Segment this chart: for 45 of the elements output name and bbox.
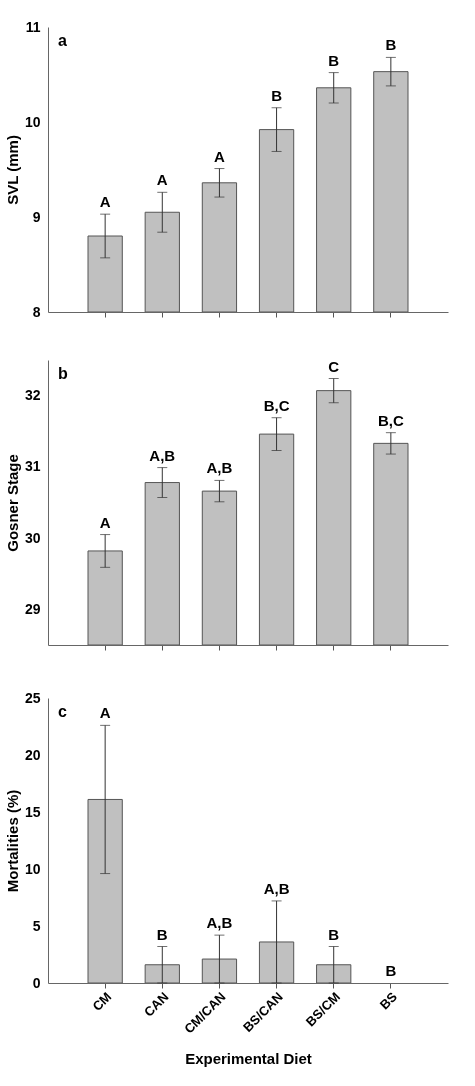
y-tick-label: 10 xyxy=(24,113,41,130)
bar xyxy=(258,941,295,983)
y-tick-label: 25 xyxy=(24,689,41,706)
annotation: A,B xyxy=(149,446,176,464)
annotation: B xyxy=(156,925,168,943)
y-axis-title: Gosner Stage xyxy=(3,454,21,552)
y-tick-label: 30 xyxy=(24,529,41,546)
x-tick-label: CM xyxy=(89,989,115,1014)
annotation: a xyxy=(58,32,67,49)
y-tick-label: 29 xyxy=(24,600,41,617)
annotation: B,C xyxy=(263,396,290,414)
annotation: A xyxy=(156,171,168,189)
y-axis-title: SVL (mm) xyxy=(3,135,21,205)
annotation: A,B xyxy=(206,914,233,932)
annotation: B,C xyxy=(377,411,404,429)
annotation: A,B xyxy=(263,879,290,897)
annotation: B xyxy=(385,962,397,979)
y-tick-label: 8 xyxy=(32,303,41,320)
annotation: B xyxy=(328,925,340,943)
annotation: A xyxy=(99,704,111,722)
x-tick-label: BS xyxy=(376,988,401,1013)
annotation: B xyxy=(271,86,283,104)
y-tick-label: 32 xyxy=(24,387,41,404)
x-axis-title: Experimental Diet xyxy=(185,1050,312,1068)
annotation: B xyxy=(385,36,397,54)
y-tick-label: 9 xyxy=(32,208,41,225)
annotation: C xyxy=(328,357,340,375)
annotation: A,B xyxy=(206,459,233,477)
y-tick-label: 11 xyxy=(25,18,41,35)
bar xyxy=(201,958,238,983)
bar xyxy=(316,964,352,983)
y-tick-label: 15 xyxy=(24,803,41,820)
annotation: A xyxy=(99,193,111,211)
annotation: B xyxy=(328,51,340,69)
y-tick-label: 10 xyxy=(24,860,41,877)
annotation: b xyxy=(58,365,68,382)
y-tick-label: 20 xyxy=(24,746,41,763)
annotation: A xyxy=(214,147,226,165)
y-tick-label: 5 xyxy=(32,917,41,934)
y-tick-label: 0 xyxy=(32,974,41,991)
bar xyxy=(144,964,180,983)
y-axis-title: Mortalities (%) xyxy=(3,789,21,893)
annotation: c xyxy=(58,703,67,720)
annotation: A xyxy=(99,513,111,531)
y-tick-label: 31 xyxy=(24,458,41,475)
